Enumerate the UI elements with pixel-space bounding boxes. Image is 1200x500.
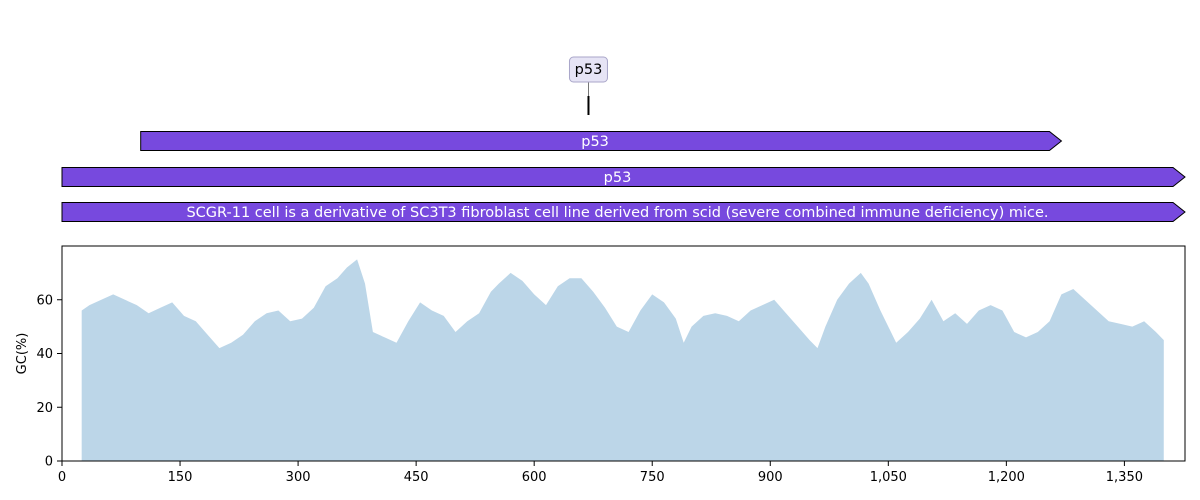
- x-tick-label-1: 150: [168, 470, 193, 485]
- feature-arrow-1: [61, 167, 1186, 187]
- feature-map: p53 p53 SCGR-11 cell is a derivative of SC…: [61, 56, 1186, 222]
- y-tick-label-0: 0: [45, 455, 53, 470]
- feature-arrow-0: [140, 131, 1063, 151]
- y-axis-title: GC(%): [15, 333, 30, 375]
- callout-label-0: p53: [575, 62, 603, 78]
- y-tick-label-2: 40: [36, 347, 53, 362]
- feature-label-2: SCGR-11 cell is a derivative of SC3T3 fi…: [186, 205, 1048, 221]
- gc-area-series: [81, 259, 1164, 461]
- x-tick-label-7: 1,050: [870, 470, 907, 485]
- x-tick-label-4: 600: [522, 470, 547, 485]
- x-tick-label-2: 300: [286, 470, 311, 485]
- gc-content-plot: 0 150 300 450 600 750 900 1,050 1,200 1,350 0 20 40 6…: [15, 245, 1186, 485]
- x-tick-label-8: 1,200: [988, 470, 1025, 485]
- x-tick-label-5: 750: [640, 470, 665, 485]
- x-tick-label-6: 900: [758, 470, 783, 485]
- x-tick-label-3: 450: [404, 470, 429, 485]
- callout-box-0: [568, 56, 608, 83]
- feature-arrow-2: [61, 202, 1186, 222]
- x-tick-label-9: 1,350: [1106, 470, 1143, 485]
- feature-label-0: p53: [581, 134, 609, 150]
- x-tick-label-0: 0: [58, 470, 66, 485]
- y-tick-label-1: 20: [36, 401, 53, 416]
- feature-label-1: p53: [604, 170, 632, 186]
- y-tick-label-3: 60: [36, 293, 53, 308]
